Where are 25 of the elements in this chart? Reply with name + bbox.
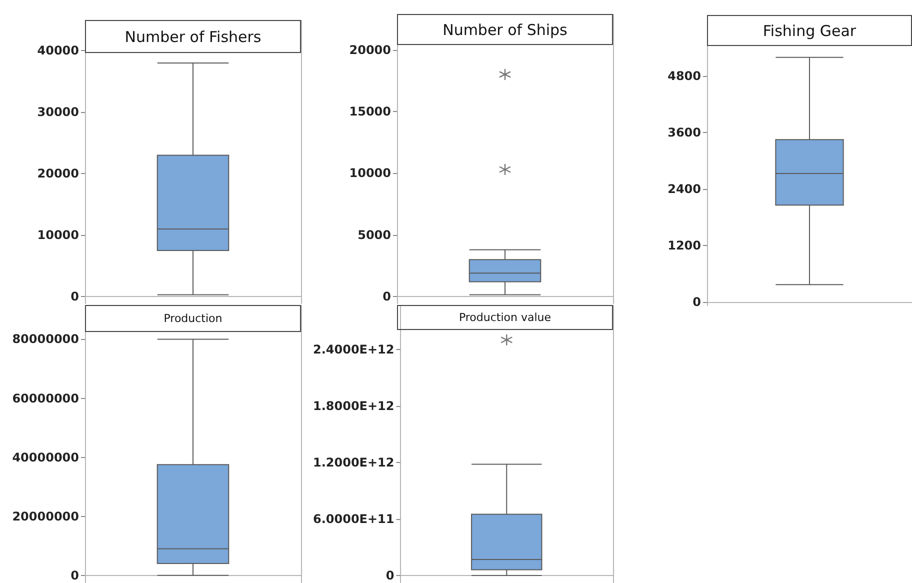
y-tick-label: 0 <box>386 568 394 582</box>
y-tick-label: 10000 <box>37 228 79 242</box>
y-tick-label: 0 <box>70 290 79 304</box>
y-tick-label: 20000000 <box>12 509 79 524</box>
y-tick-label: 0 <box>70 568 79 582</box>
y-tick-label: 40000000 <box>12 450 79 464</box>
y-tick-label: 1.2000E+12 <box>312 455 394 470</box>
y-tick-label: 40000 <box>37 44 79 58</box>
y-tick-label: 4800 <box>668 69 701 84</box>
y-tick-label: 20000 <box>37 166 79 181</box>
y-tick-label: 5000 <box>358 228 391 242</box>
y-tick-label: 2400 <box>668 182 701 196</box>
y-tick-label: 60000000 <box>12 391 79 406</box>
y-tick-label: 10000 <box>349 166 391 180</box>
y-tick-label: 3600 <box>668 126 701 140</box>
y-tick-label: 30000 <box>37 105 79 120</box>
y-tick-label: 6.0000E+11 <box>312 512 394 526</box>
y-tick-label: 1.8000E+12 <box>312 398 394 413</box>
y-tick-label: 80000000 <box>12 332 79 346</box>
y-tick-label: 15000 <box>349 104 391 118</box>
y-tick-label: 0 <box>382 290 391 304</box>
y-tick-label: 1200 <box>668 238 701 253</box>
y-tick-label: 0 <box>692 295 701 309</box>
y-tick-label: 20000 <box>349 42 391 57</box>
y-tick-label: 2.4000E+12 <box>312 342 394 356</box>
